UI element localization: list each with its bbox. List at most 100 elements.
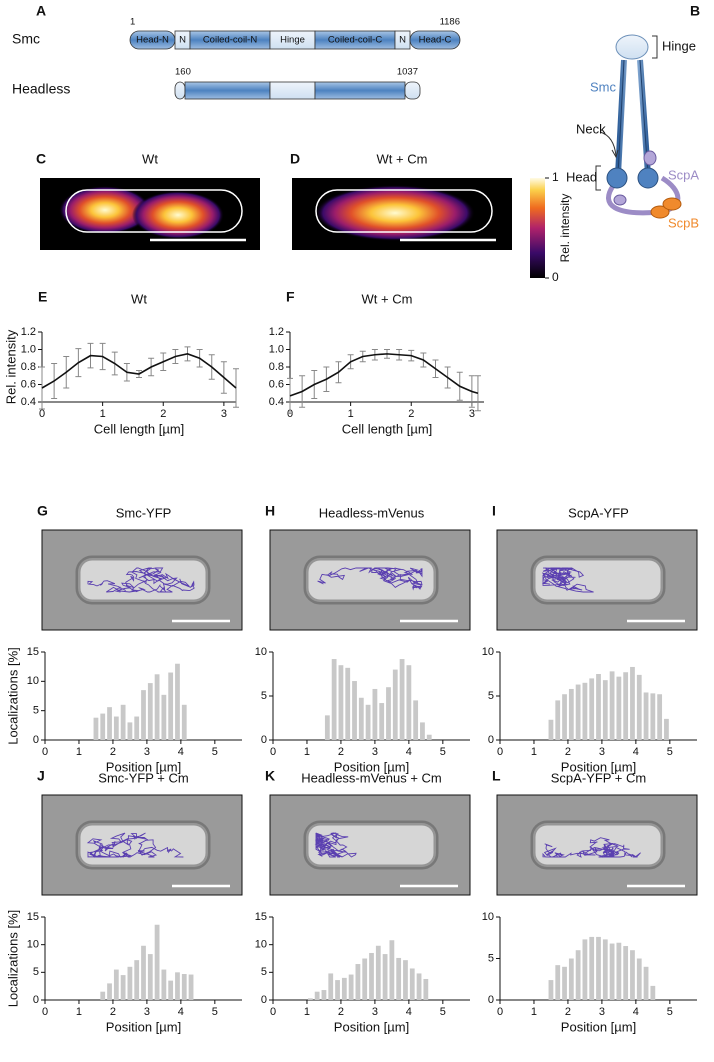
panel-letter: A xyxy=(36,3,46,19)
bar xyxy=(403,960,408,1000)
bar xyxy=(307,998,313,1000)
x-tick-label: 0 xyxy=(42,746,48,758)
bar xyxy=(127,722,133,740)
y-tick-label: 1.0 xyxy=(269,343,284,355)
y-tick-label: 0.6 xyxy=(21,378,36,390)
colorbar-label: Rel. intensity xyxy=(558,194,572,263)
bar xyxy=(386,687,391,740)
residue: 160 xyxy=(175,67,191,78)
x-tick-label: 5 xyxy=(212,746,218,758)
domain-label: Hinge xyxy=(280,35,305,46)
bar xyxy=(147,954,153,1000)
bar xyxy=(113,969,119,1000)
y-tick-label: 0 xyxy=(488,994,494,1006)
bar xyxy=(127,966,133,1000)
trajectory xyxy=(314,832,357,858)
x-tick-label: 4 xyxy=(633,746,639,758)
bar xyxy=(100,713,106,740)
bar xyxy=(107,707,112,740)
bar xyxy=(650,693,656,740)
y-tick-label: 0 xyxy=(488,734,494,746)
bar xyxy=(555,700,561,740)
x-tick-label: 0 xyxy=(270,1006,276,1018)
bar xyxy=(596,936,601,1000)
bar xyxy=(161,694,167,740)
bar xyxy=(382,954,388,1000)
y-tick-label: 1.0 xyxy=(21,343,36,355)
line xyxy=(41,353,237,389)
label: ScpB xyxy=(668,215,699,230)
trajectory xyxy=(317,567,423,591)
bar xyxy=(168,980,174,1000)
bar xyxy=(636,674,642,740)
line xyxy=(289,353,479,397)
x-tick-label: 1 xyxy=(100,408,106,420)
bar xyxy=(596,674,601,740)
title: Wt + Cm xyxy=(377,151,428,166)
domain xyxy=(404,81,421,100)
x-tick-label: 2 xyxy=(565,1006,571,1018)
bar xyxy=(575,684,581,740)
title: Smc-YFP xyxy=(116,505,172,520)
label: Neck xyxy=(576,121,606,136)
x-tick-label: 2 xyxy=(160,408,166,420)
bar xyxy=(650,985,656,1000)
domain-label: N xyxy=(399,35,406,46)
x-tick-label: 2 xyxy=(338,746,344,758)
bar xyxy=(107,983,112,1000)
x-axis-label: Position [µm] xyxy=(561,759,636,774)
domain xyxy=(269,81,316,100)
label: Head xyxy=(566,169,597,184)
x-tick-label: 1 xyxy=(76,746,82,758)
title: ScpA-YFP xyxy=(568,505,629,520)
bar xyxy=(602,939,608,1000)
bar xyxy=(120,704,126,740)
tick-label: 0 xyxy=(552,270,559,284)
panel-letter: F xyxy=(286,289,295,305)
bar xyxy=(321,990,327,1000)
bar xyxy=(147,683,153,740)
bar xyxy=(338,665,344,740)
bar xyxy=(345,667,351,740)
x-tick-label: 3 xyxy=(469,408,475,420)
title: ScpA-YFP + Cm xyxy=(551,770,646,785)
panel-letter: J xyxy=(37,768,45,784)
bar xyxy=(141,690,146,740)
x-axis-label: Position [µm] xyxy=(334,759,409,774)
residue: 1 xyxy=(130,17,135,28)
bar xyxy=(589,936,595,1000)
title: Wt xyxy=(131,291,147,306)
cell-outline xyxy=(530,820,666,870)
x-tick-label: 2 xyxy=(565,746,571,758)
x-tick-label: 4 xyxy=(406,746,412,758)
y-tick-label: 0 xyxy=(261,734,267,746)
domain xyxy=(314,81,406,100)
domain-bar: Head-N N Coiled-coil-N Hinge Coiled-coil-C N H… xyxy=(129,30,461,100)
bar xyxy=(188,974,194,1000)
trajectory xyxy=(542,837,641,858)
label: Smc xyxy=(590,79,617,94)
title: Headless-mVenus xyxy=(319,505,425,520)
bar xyxy=(426,734,432,740)
x-tick-label: 4 xyxy=(178,746,184,758)
panel-letter: H xyxy=(265,503,275,519)
residue: 1186 xyxy=(440,17,460,28)
x-tick-label: 5 xyxy=(667,1006,673,1018)
y-tick-label: 0.8 xyxy=(269,361,284,373)
y-axis-label: Localizations [%] xyxy=(5,910,20,1008)
y-tick-label: 15 xyxy=(255,911,267,923)
bar xyxy=(548,980,554,1000)
bar xyxy=(362,958,368,1000)
bar xyxy=(100,991,106,1000)
bar xyxy=(568,688,574,740)
y-tick-label: 10 xyxy=(482,646,494,658)
bar xyxy=(134,716,140,740)
colorbar-ticks: 01 xyxy=(545,170,559,284)
bar xyxy=(355,964,361,1000)
x-axis-label: Position [µm] xyxy=(106,1019,181,1034)
x-axis-label: Position [µm] xyxy=(561,1019,636,1034)
bar xyxy=(636,958,642,1000)
y-tick-label: 1.2 xyxy=(21,326,36,338)
y-tick-label: 0.6 xyxy=(269,378,284,390)
